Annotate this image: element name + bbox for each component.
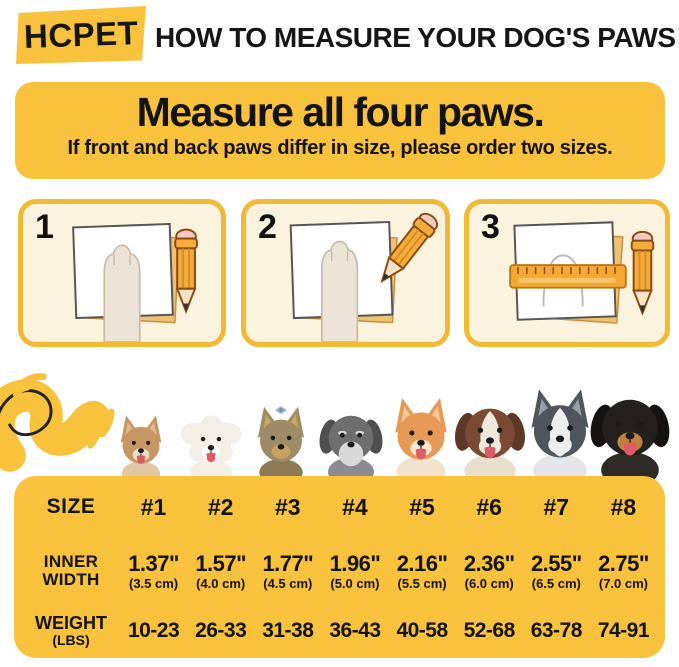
width-row-label: INNER WIDTH [42,552,100,589]
dog-miniature-schnauzer [315,399,387,487]
size-value: #6 [476,493,502,520]
weight-value: 74-91 [597,618,650,642]
step-card-2: 2 [241,199,450,347]
width-value: 2.55" (6.5 cm) [530,550,582,591]
dog-shiba-inu [383,395,459,487]
size-value: #4 [342,493,368,520]
weight-value: 31-38 [262,618,314,642]
width-value: 1.57" (4.0 cm) [195,550,247,591]
size-value: #8 [610,493,637,520]
dog-bichon-frise [178,406,244,486]
size-row-label: SIZE [46,494,96,518]
dog-australian-shepherd [450,390,530,487]
width-value: 1.96" (5.0 cm) [329,550,381,591]
step-number: 2 [258,208,277,246]
paw-on-paper-icon [72,223,198,342]
width-value: 1.77" (4.5 cm) [262,550,314,591]
dog-rottweiler [585,379,675,488]
step-card-3: 3 [464,199,670,347]
dog-yorkshire-terrier [247,404,315,487]
instruction-banner: Measure all four paws. If front and back… [15,82,665,179]
pencil-marking-paw-icon [289,208,443,342]
dog-chihuahua [111,413,171,486]
paw-doodle-icon [0,373,115,472]
width-value: 2.16" (5.5 cm) [396,550,448,591]
size-value: #7 [543,493,570,520]
weight-value: 52-68 [463,618,516,642]
size-value: #2 [207,493,234,520]
width-value: 2.36" (6.0 cm) [463,550,515,591]
size-value: #5 [409,493,435,520]
step-number: 3 [481,208,500,246]
weight-value: 26-33 [195,618,247,642]
banner-subtitle: If front and back paws differ in size, p… [67,137,613,160]
size-table-grid: SIZE #1 #2 #3 #4 #5 #6 #7 #8 INNER WIDTH 1.37" (3.5 … [14,476,665,658]
width-value: 2.75" (7.0 cm) [598,550,649,591]
banner-title: Measure all four paws. [136,89,545,135]
weight-value: 10-23 [127,618,180,642]
size-value: #1 [140,493,167,520]
size-value: #3 [275,493,301,520]
ruler-measuring-icon [509,221,655,324]
step-card-1: 1 [18,199,226,347]
size-table: SIZE #1 #2 #3 #4 #5 #6 #7 #8 INNER WIDTH 1.37" (3.5 … [14,476,665,658]
ruler-icon [509,264,627,289]
width-value: 1.37" (3.5 cm) [128,550,179,591]
brand-name: HCPET [23,14,139,55]
weight-value: 40-58 [396,618,448,642]
weight-value: 63-78 [530,618,583,642]
step-number: 1 [35,208,54,246]
brand-logo: HCPET [16,6,146,64]
weight-row-label: WEIGHT (LBS) [35,613,107,649]
dogs-row [0,350,679,488]
weight-value: 36-43 [329,618,381,642]
page-title: HOW TO MEASURE YOUR DOG'S PAWS [155,22,676,53]
